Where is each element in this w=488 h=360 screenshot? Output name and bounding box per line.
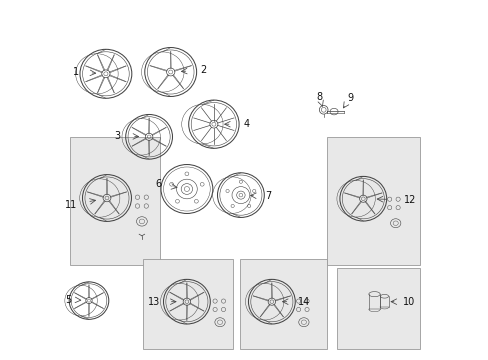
Text: 12: 12 [403,195,415,205]
Bar [337,268,419,349]
Text: 4: 4 [243,119,249,129]
Text: 6: 6 [155,179,161,189]
Text: 14: 14 [297,297,309,307]
Text: 8: 8 [316,92,322,102]
Text: 13: 13 [147,297,160,307]
Text: 5: 5 [65,294,71,305]
Bar [142,259,232,349]
Bar [240,259,326,349]
Bar [70,137,160,265]
Text: 1: 1 [73,67,79,77]
Text: 3: 3 [115,131,121,141]
Text: 10: 10 [403,297,415,307]
Text: 2: 2 [200,65,206,75]
Text: 11: 11 [65,200,77,210]
Bar [326,137,419,265]
Text: 7: 7 [265,191,271,201]
Text: 9: 9 [346,93,352,103]
